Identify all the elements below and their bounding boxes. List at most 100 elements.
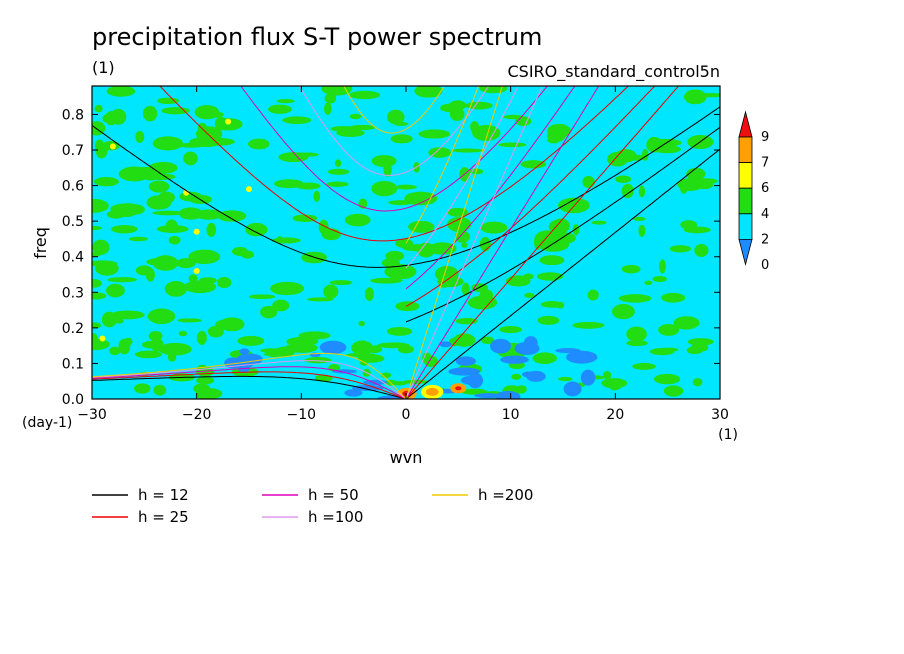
field-patch-high bbox=[680, 220, 698, 230]
field-patch-high bbox=[327, 168, 350, 175]
colorbar: 9 7 6 4 2 0 bbox=[738, 110, 769, 273]
field-peak bbox=[193, 228, 200, 235]
field-patch-high bbox=[92, 121, 106, 136]
colorbar-arrow-bottom bbox=[738, 238, 753, 266]
field-patch-high bbox=[692, 378, 703, 387]
field-patch-high bbox=[454, 230, 470, 243]
field-patch-high bbox=[370, 277, 403, 284]
field-patch-low bbox=[344, 389, 363, 397]
y-tick-label: 0.8 bbox=[62, 107, 84, 123]
field-patch-high bbox=[687, 338, 714, 346]
field-patch-high bbox=[633, 216, 646, 221]
field-patch-high bbox=[158, 191, 175, 204]
y-tick-label: 0.4 bbox=[62, 250, 84, 266]
field-patch-high bbox=[207, 325, 224, 338]
field-patch-high bbox=[217, 210, 247, 222]
field-patch-high bbox=[326, 181, 349, 187]
field-patch-low bbox=[474, 393, 502, 399]
field-patch-high bbox=[321, 228, 341, 241]
field-patch-high bbox=[437, 275, 464, 288]
field-patch-high bbox=[452, 148, 483, 153]
field-patch-high bbox=[390, 134, 413, 144]
field-patch-high bbox=[686, 167, 706, 181]
field-patch-high bbox=[386, 109, 405, 125]
field-patch-high bbox=[203, 137, 235, 146]
field-patch-high bbox=[145, 173, 176, 181]
field-patch-high bbox=[324, 93, 337, 104]
field-patch-high bbox=[414, 86, 443, 98]
field-patch-high bbox=[649, 138, 682, 147]
field-patch-high bbox=[248, 294, 276, 300]
colorbar-label: 6 bbox=[761, 181, 769, 196]
field-patch-high bbox=[349, 90, 381, 100]
field-patch-high bbox=[461, 388, 488, 395]
mrg-curve bbox=[405, 86, 656, 307]
field-patch-high bbox=[428, 242, 457, 255]
field-patch-high bbox=[547, 123, 571, 138]
field-patch-high bbox=[461, 282, 470, 296]
field-patch-high bbox=[384, 264, 417, 280]
field-patch-high bbox=[552, 218, 570, 233]
field-patch-high bbox=[621, 183, 634, 199]
field-patch-high bbox=[330, 126, 357, 132]
field-patch-high bbox=[349, 113, 362, 120]
field-patch-high bbox=[135, 130, 145, 143]
field-peak bbox=[193, 268, 200, 274]
chart-title: precipitation flux S-T power spectrum bbox=[92, 23, 542, 51]
units-label: (1) bbox=[92, 58, 115, 77]
field-patch-high bbox=[93, 177, 119, 187]
y-tick-label: 0.3 bbox=[62, 285, 84, 301]
field-patch-high bbox=[272, 299, 290, 312]
inertia-gravity-curve bbox=[159, 86, 630, 242]
field-patch-high bbox=[386, 327, 413, 336]
field-patch-high bbox=[113, 348, 125, 353]
field-patch-high bbox=[632, 362, 656, 370]
field-patch-high bbox=[694, 244, 709, 257]
field-peak bbox=[109, 143, 116, 150]
field-patch-high bbox=[195, 209, 222, 220]
field-patch-high bbox=[358, 320, 365, 327]
field-patch-high bbox=[92, 225, 102, 231]
field-patch-high bbox=[284, 238, 293, 244]
field-patch-high bbox=[92, 279, 102, 288]
field-patch-high bbox=[649, 348, 675, 356]
kelvin-curve bbox=[405, 148, 720, 399]
field-patch-high bbox=[480, 221, 508, 234]
field-patch-low bbox=[352, 384, 384, 392]
field-patch-high bbox=[306, 297, 334, 302]
kelvin-curve bbox=[405, 86, 503, 399]
dispersion-curves bbox=[92, 86, 720, 399]
field-patch-high bbox=[334, 159, 342, 168]
y-tick-label: 0.1 bbox=[62, 356, 84, 372]
field-patch-high bbox=[684, 89, 707, 105]
field-patch-high bbox=[176, 258, 196, 269]
legend-label: h =200 bbox=[478, 486, 533, 504]
field-patch-high bbox=[654, 373, 681, 385]
field-patch-high bbox=[472, 125, 501, 141]
field-patch-high bbox=[659, 259, 666, 274]
field-patch-high bbox=[390, 381, 408, 386]
inertia-gravity-curve bbox=[92, 106, 720, 268]
field-patch-high bbox=[177, 318, 202, 323]
field-patch-high bbox=[188, 274, 198, 283]
spectrum-field bbox=[92, 86, 720, 399]
colorbar-segment bbox=[738, 162, 753, 189]
colorbar-label: 2 bbox=[761, 232, 769, 247]
field-patch-low bbox=[580, 369, 596, 386]
field-patch-low bbox=[455, 356, 476, 366]
field-patch-high bbox=[152, 136, 184, 151]
field-patch-high bbox=[652, 276, 667, 282]
field-patch-high bbox=[165, 219, 178, 233]
field-patch-high bbox=[558, 376, 573, 382]
field-patch-high bbox=[123, 337, 133, 346]
field-patch-high bbox=[134, 166, 166, 173]
field-patch-high bbox=[92, 338, 110, 351]
inertia-gravity-curve bbox=[240, 86, 548, 212]
x-tick-label: −20 bbox=[182, 407, 212, 423]
field-patch-high bbox=[134, 383, 151, 394]
field-patch-low bbox=[332, 369, 357, 374]
field-patch-high bbox=[524, 292, 535, 298]
field-patch-low bbox=[514, 342, 540, 355]
field-patch-high bbox=[168, 235, 181, 245]
